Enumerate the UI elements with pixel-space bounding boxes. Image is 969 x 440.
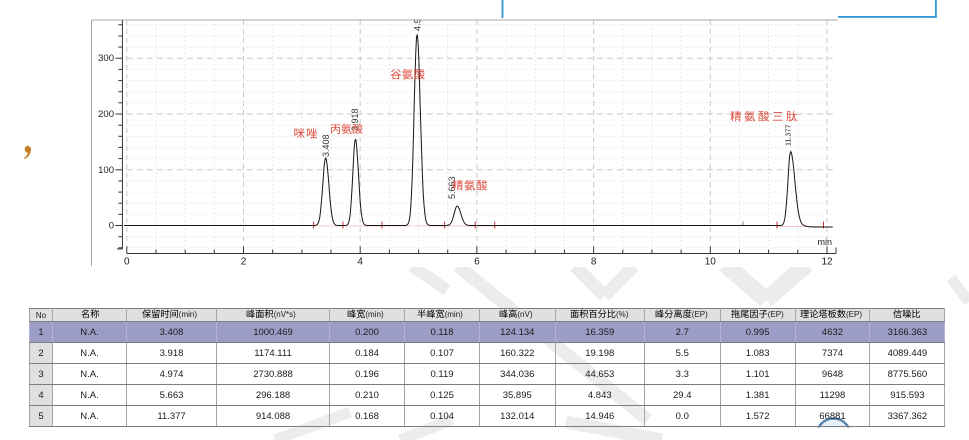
svg-text:(nV): (nV) xyxy=(518,311,533,320)
svg-text:10: 10 xyxy=(705,257,717,268)
svg-text:4: 4 xyxy=(357,257,363,268)
svg-text:8: 8 xyxy=(591,257,597,268)
svg-text:3.408: 3.408 xyxy=(321,134,331,157)
svg-text:5.663: 5.663 xyxy=(447,176,457,199)
svg-text:0: 0 xyxy=(109,221,114,232)
svg-text:(EP): (EP) xyxy=(846,311,862,320)
svg-text:11.377: 11.377 xyxy=(784,125,793,146)
svg-text:(EP): (EP) xyxy=(767,311,783,320)
svg-text:(nV*s): (nV*s) xyxy=(274,311,297,320)
svg-text:(%): (%) xyxy=(616,311,629,320)
svg-text:200: 200 xyxy=(98,109,114,120)
svg-text:12: 12 xyxy=(821,257,833,268)
svg-text:3.918: 3.918 xyxy=(350,108,360,131)
svg-text:(min): (min) xyxy=(445,311,464,320)
svg-text:0: 0 xyxy=(124,257,130,268)
svg-text:4.974: 4.974 xyxy=(413,8,423,31)
svg-text:min: min xyxy=(817,237,832,247)
svg-text:6: 6 xyxy=(474,257,480,268)
svg-text:(EP): (EP) xyxy=(692,311,708,320)
svg-text:100: 100 xyxy=(98,165,114,176)
svg-text:2: 2 xyxy=(241,257,247,268)
svg-text:(min): (min) xyxy=(179,311,198,320)
svg-text:300: 300 xyxy=(98,53,114,64)
svg-text:(min): (min) xyxy=(365,311,384,320)
